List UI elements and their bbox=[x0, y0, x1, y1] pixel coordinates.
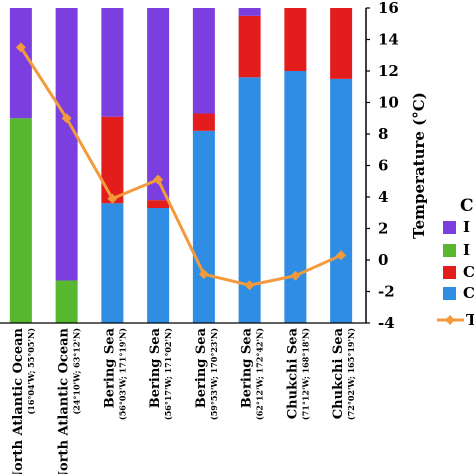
bar-segment bbox=[101, 203, 124, 323]
bar-segment bbox=[55, 8, 78, 281]
x-category-coord: (62°12'W; 172°42'N) bbox=[255, 328, 265, 420]
temperature-point bbox=[107, 193, 118, 204]
temperature-line bbox=[19, 46, 342, 287]
y-tick-label: 12 bbox=[378, 62, 399, 80]
y-tick-label: 0 bbox=[378, 251, 388, 269]
y-tick-label: 8 bbox=[378, 125, 388, 143]
x-category-coord: (16°04'W; 55°05'N) bbox=[26, 328, 36, 415]
y-tick-label: 16 bbox=[378, 0, 399, 17]
y-tick-label: 14 bbox=[378, 31, 399, 49]
temperature-point bbox=[61, 113, 72, 124]
x-category-coord: (56°17'W; 171°02'N) bbox=[163, 328, 173, 420]
x-category-label: Chukchi Sea bbox=[331, 327, 346, 419]
x-category-coord: (56°03'W; 171°19'N) bbox=[117, 328, 127, 420]
bar-segment bbox=[101, 8, 124, 117]
y-tick-label: -4 bbox=[378, 314, 395, 332]
right-axis: -4 -2 0 2 4 6 8 10 12 14 16 Temperature (°C) bbox=[0, 0, 428, 332]
x-category-coord: (24°10'W; 63°12'N) bbox=[72, 328, 82, 415]
bar-segment bbox=[192, 113, 215, 131]
y-tick-label: 10 bbox=[378, 94, 399, 112]
legend-swatch bbox=[443, 287, 456, 300]
legend-marker bbox=[445, 315, 455, 325]
legend-swatch bbox=[443, 244, 456, 257]
bar-segment bbox=[101, 116, 124, 204]
y-axis-title: Temperature (°C) bbox=[410, 92, 428, 239]
bar-segment bbox=[147, 8, 170, 201]
temperature-point bbox=[198, 269, 209, 280]
bar-segment bbox=[238, 15, 261, 78]
x-category-label: North Atlantic Ocean bbox=[11, 327, 26, 474]
legend-title: C bbox=[460, 196, 474, 216]
legend-label: C bbox=[463, 284, 474, 302]
bar-segment bbox=[330, 8, 353, 79]
bar-segment bbox=[147, 208, 170, 323]
bar-segment bbox=[192, 130, 215, 323]
y-tick-label: 2 bbox=[378, 220, 388, 238]
bar-segment bbox=[55, 280, 78, 323]
legend-label: I bbox=[463, 241, 470, 259]
legend-swatch bbox=[443, 266, 456, 279]
y-tick-label: 6 bbox=[378, 157, 388, 175]
bar-segment bbox=[238, 77, 261, 323]
legend-label: C bbox=[463, 263, 474, 281]
x-category-coord: (59°53'W; 170°23'N) bbox=[209, 328, 219, 420]
temperature-point bbox=[153, 174, 164, 185]
bar-segment bbox=[238, 8, 261, 16]
x-category-label: Bering Sea bbox=[194, 327, 209, 408]
y-tick-label: -2 bbox=[378, 283, 395, 301]
temperature-point bbox=[336, 250, 347, 261]
bar-segment bbox=[9, 118, 32, 323]
temperature-point bbox=[244, 280, 255, 291]
bar-segment bbox=[284, 8, 307, 71]
x-category-coord: (71°12'W; 168°18'N) bbox=[300, 328, 310, 420]
bar-segment bbox=[9, 8, 32, 119]
x-category-label: Bering Sea bbox=[148, 327, 163, 408]
bar-segment bbox=[284, 71, 307, 323]
x-category-label: Bering Sea bbox=[102, 327, 117, 408]
temperature-point bbox=[290, 270, 301, 281]
bars-layer bbox=[9, 8, 353, 323]
y-tick-label: 4 bbox=[378, 188, 388, 206]
x-axis-labels: North Atlantic Ocean (16°04'W; 55°05'N) No… bbox=[11, 327, 356, 474]
x-category-label: Chukchi Sea bbox=[285, 327, 300, 419]
x-category-label: Bering Sea bbox=[240, 327, 255, 408]
line-layer bbox=[15, 42, 347, 291]
bar-segment bbox=[147, 200, 170, 209]
legend-label: T bbox=[466, 311, 474, 329]
temperature-point bbox=[15, 42, 26, 53]
legend-label: I bbox=[463, 218, 470, 236]
legend-swatch bbox=[443, 221, 456, 234]
x-category-coord: (72°02'W; 165°19'N) bbox=[346, 328, 356, 420]
bar-segment bbox=[330, 78, 353, 323]
x-category-label: North Atlantic Ocean bbox=[57, 327, 72, 474]
bar-segment bbox=[192, 8, 215, 114]
